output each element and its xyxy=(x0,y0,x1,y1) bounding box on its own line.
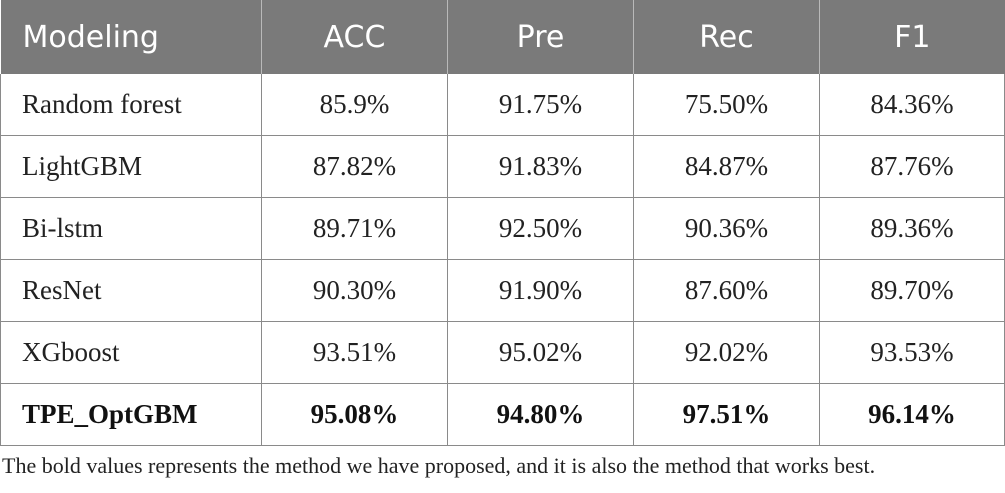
acc-cell: 87.82% xyxy=(261,135,448,198)
header-pre: Pre xyxy=(447,0,634,74)
pre-cell: 94.80% xyxy=(447,383,634,446)
results-table: Modeling ACC Pre Rec F1 Random forest 85… xyxy=(0,0,1005,446)
pre-cell: 91.90% xyxy=(447,259,634,322)
model-name-cell: ResNet xyxy=(0,259,262,322)
model-name-cell: TPE_OptGBM xyxy=(0,383,262,446)
f1-cell: 84.36% xyxy=(819,74,1005,136)
table-row: ResNet 90.30% 91.90% 87.60% 89.70% xyxy=(0,259,1005,322)
rec-cell: 92.02% xyxy=(633,321,820,384)
table-footnote: The bold values represents the method we… xyxy=(2,453,876,478)
table-row: LightGBM 87.82% 91.83% 84.87% 87.76% xyxy=(0,135,1005,198)
header-modeling: Modeling xyxy=(0,0,262,74)
pre-cell: 92.50% xyxy=(447,197,634,260)
f1-cell: 96.14% xyxy=(819,383,1005,446)
rec-cell: 75.50% xyxy=(633,74,820,136)
f1-cell: 89.36% xyxy=(819,197,1005,260)
model-name-cell: LightGBM xyxy=(0,135,262,198)
pre-cell: 91.75% xyxy=(447,74,634,136)
header-rec: Rec xyxy=(633,0,820,74)
rec-cell: 84.87% xyxy=(633,135,820,198)
table-row: Random forest 85.9% 91.75% 75.50% 84.36% xyxy=(0,74,1005,136)
acc-cell: 89.71% xyxy=(261,197,448,260)
table-row: Bi-lstm 89.71% 92.50% 90.36% 89.36% xyxy=(0,197,1005,260)
model-name-cell: Random forest xyxy=(0,74,262,136)
header-f1: F1 xyxy=(819,0,1005,74)
acc-cell: 90.30% xyxy=(261,259,448,322)
pre-cell: 91.83% xyxy=(447,135,634,198)
acc-cell: 85.9% xyxy=(261,74,448,136)
acc-cell: 95.08% xyxy=(261,383,448,446)
table-header: Modeling ACC Pre Rec F1 xyxy=(0,0,1005,74)
f1-cell: 89.70% xyxy=(819,259,1005,322)
rec-cell: 90.36% xyxy=(633,197,820,260)
header-row: Modeling ACC Pre Rec F1 xyxy=(0,0,1005,74)
header-acc: ACC xyxy=(261,0,448,74)
rec-cell: 97.51% xyxy=(633,383,820,446)
rec-cell: 87.60% xyxy=(633,259,820,322)
acc-cell: 93.51% xyxy=(261,321,448,384)
table-row-proposed: TPE_OptGBM 95.08% 94.80% 97.51% 96.14% xyxy=(0,383,1005,446)
f1-cell: 93.53% xyxy=(819,321,1005,384)
model-name-cell: XGboost xyxy=(0,321,262,384)
pre-cell: 95.02% xyxy=(447,321,634,384)
f1-cell: 87.76% xyxy=(819,135,1005,198)
model-name-cell: Bi-lstm xyxy=(0,197,262,260)
table-row: XGboost 93.51% 95.02% 92.02% 93.53% xyxy=(0,321,1005,384)
table-body: Random forest 85.9% 91.75% 75.50% 84.36%… xyxy=(0,74,1005,446)
